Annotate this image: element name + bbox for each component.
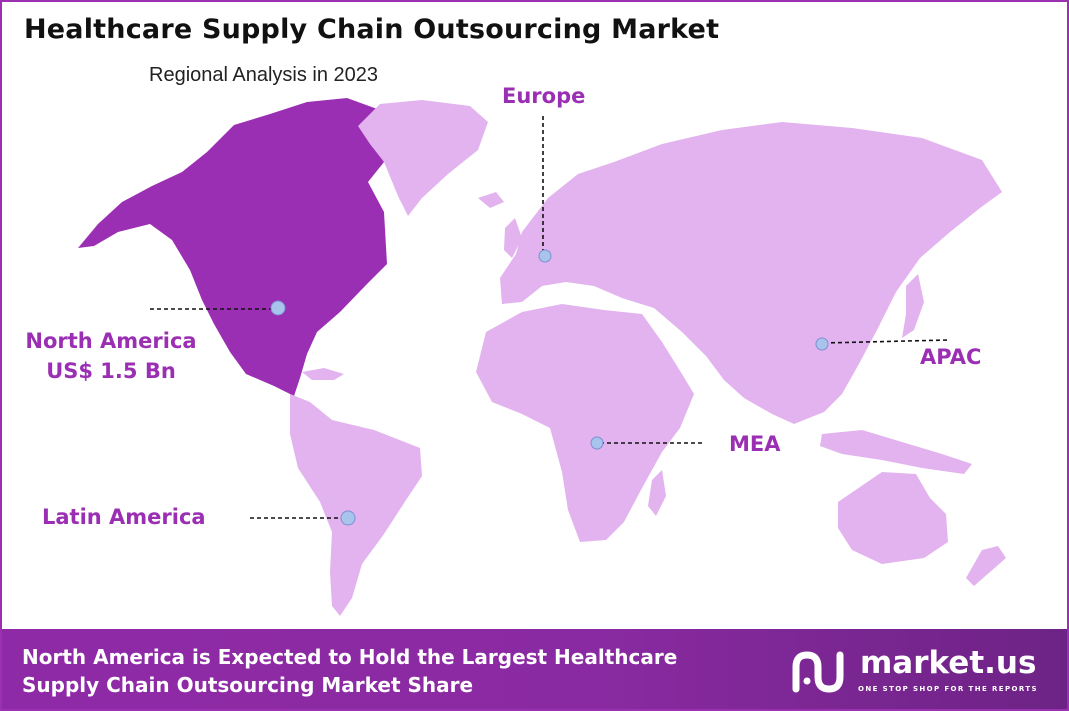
australia-region [838, 472, 948, 564]
latin-america-marker [340, 510, 356, 526]
world-map [78, 98, 1006, 616]
latin-america-region [290, 394, 422, 616]
eurasia-region [500, 122, 1002, 424]
southeast-asia-islands [820, 430, 972, 474]
iceland-region [478, 192, 504, 208]
japan-region [902, 274, 924, 338]
apac-label: APAC [920, 345, 982, 369]
brand-logo: market.us ONE STOP SHOP FOR THE REPORTS [792, 645, 1052, 697]
uk-region [504, 218, 522, 258]
north-america-label: North America US$ 1.5 Bn [18, 326, 204, 386]
page-title: Healthcare Supply Chain Outsourcing Mark… [24, 14, 720, 45]
europe-marker [538, 249, 552, 263]
latin-america-label: Latin America [42, 505, 206, 529]
page-subtitle: Regional Analysis in 2023 [149, 64, 379, 86]
caribbean-islands [302, 368, 344, 380]
north-america-marker [270, 300, 286, 316]
footer-headline-line-1: North America is Expected to Hold the La… [22, 645, 678, 669]
footer-banner: North America is Expected to Hold the La… [2, 629, 1067, 709]
footer-headline: North America is Expected to Hold the La… [22, 643, 782, 699]
mea-label: MEA [729, 432, 781, 456]
africa-region [476, 304, 694, 542]
footer-headline-line-2: Supply Chain Outsourcing Market Share [22, 673, 474, 697]
apac-marker [815, 337, 829, 351]
europe-label: Europe [502, 84, 586, 108]
greenland-region [358, 100, 488, 216]
madagascar-region [648, 470, 666, 516]
north-america-value: US$ 1.5 Bn [46, 359, 176, 383]
brand-name: market.us [860, 645, 1037, 681]
north-america-name: North America [25, 329, 197, 353]
north-america-region [78, 98, 394, 396]
brand-tagline: ONE STOP SHOP FOR THE REPORTS [858, 685, 1038, 693]
brand-logo-icon [792, 651, 844, 693]
mea-marker [590, 436, 604, 450]
new-zealand-region [966, 546, 1006, 586]
